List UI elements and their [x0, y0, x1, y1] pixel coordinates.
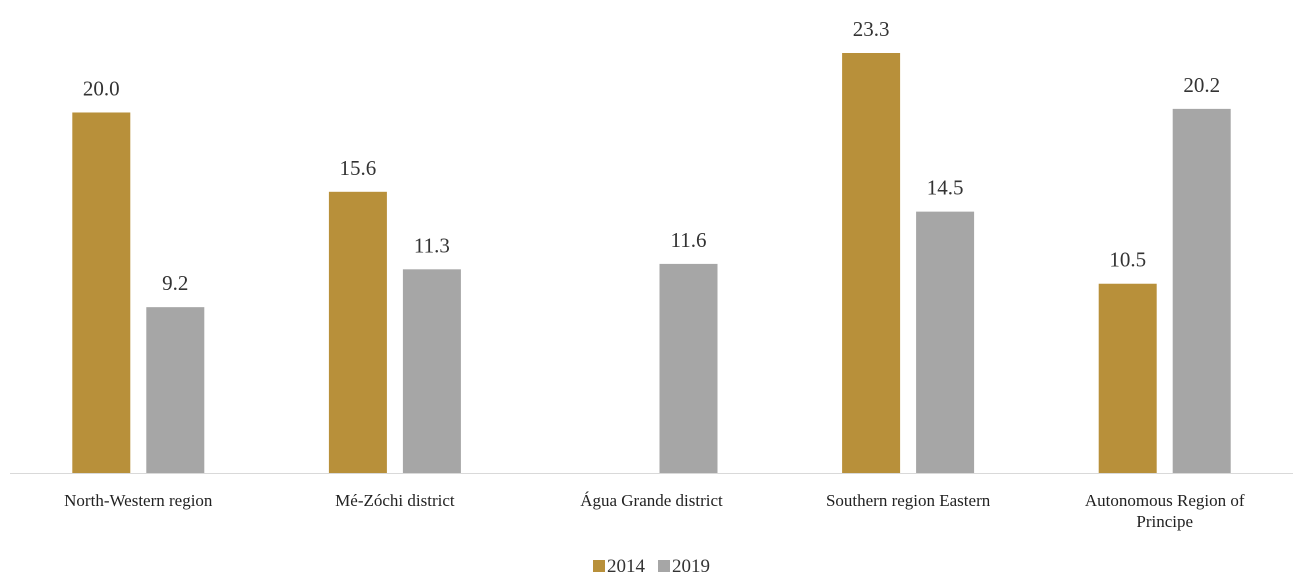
- value-label-2014-1: 15.6: [340, 156, 377, 180]
- bar-2019-0: [146, 307, 205, 473]
- legend: 2014 2019: [593, 556, 710, 577]
- legend-swatch-2014: [593, 560, 605, 572]
- value-labels-layer: 20.0 9.2 15.6 11.3 11.6 23.3 14.5 10.5 20.2: [83, 17, 1220, 295]
- value-label-2019-4: 20.2: [1183, 73, 1220, 97]
- value-label-2019-2: 11.6: [671, 228, 707, 252]
- value-label-2019-0: 9.2: [162, 271, 188, 295]
- legend-label-2014: 2014: [607, 556, 646, 577]
- value-label-2019-1: 11.3: [414, 233, 450, 257]
- legend-swatch-2019: [658, 560, 670, 572]
- bar-2019-2: [659, 263, 718, 473]
- bar-2014-3: [842, 53, 901, 473]
- legend-label-2019: 2019: [672, 556, 710, 577]
- bar-2014-0: [72, 112, 131, 473]
- bar-2019-4: [1172, 108, 1231, 474]
- bar-2019-1: [402, 269, 461, 473]
- bars-layer: [72, 53, 1231, 474]
- category-label-3: Southern region Eastern: [826, 491, 991, 510]
- bar-2014-4: [1098, 283, 1157, 473]
- value-label-2019-3: 14.5: [927, 176, 964, 200]
- bar-2019-3: [916, 211, 975, 474]
- value-label-2014-0: 20.0: [83, 76, 120, 100]
- category-label-0: North-Western region: [64, 491, 213, 510]
- category-label-1: Mé-Zóchi district: [335, 491, 455, 510]
- category-labels-layer: North-Western region Mé-Zóchi district Águ…: [64, 491, 1245, 531]
- category-label-4: Autonomous Region of Principe: [1085, 491, 1245, 531]
- value-label-2014-4: 10.5: [1109, 248, 1146, 272]
- category-label-2: Água Grande district: [580, 491, 723, 510]
- value-label-2014-3: 23.3: [853, 17, 890, 41]
- bar-2014-1: [328, 191, 387, 473]
